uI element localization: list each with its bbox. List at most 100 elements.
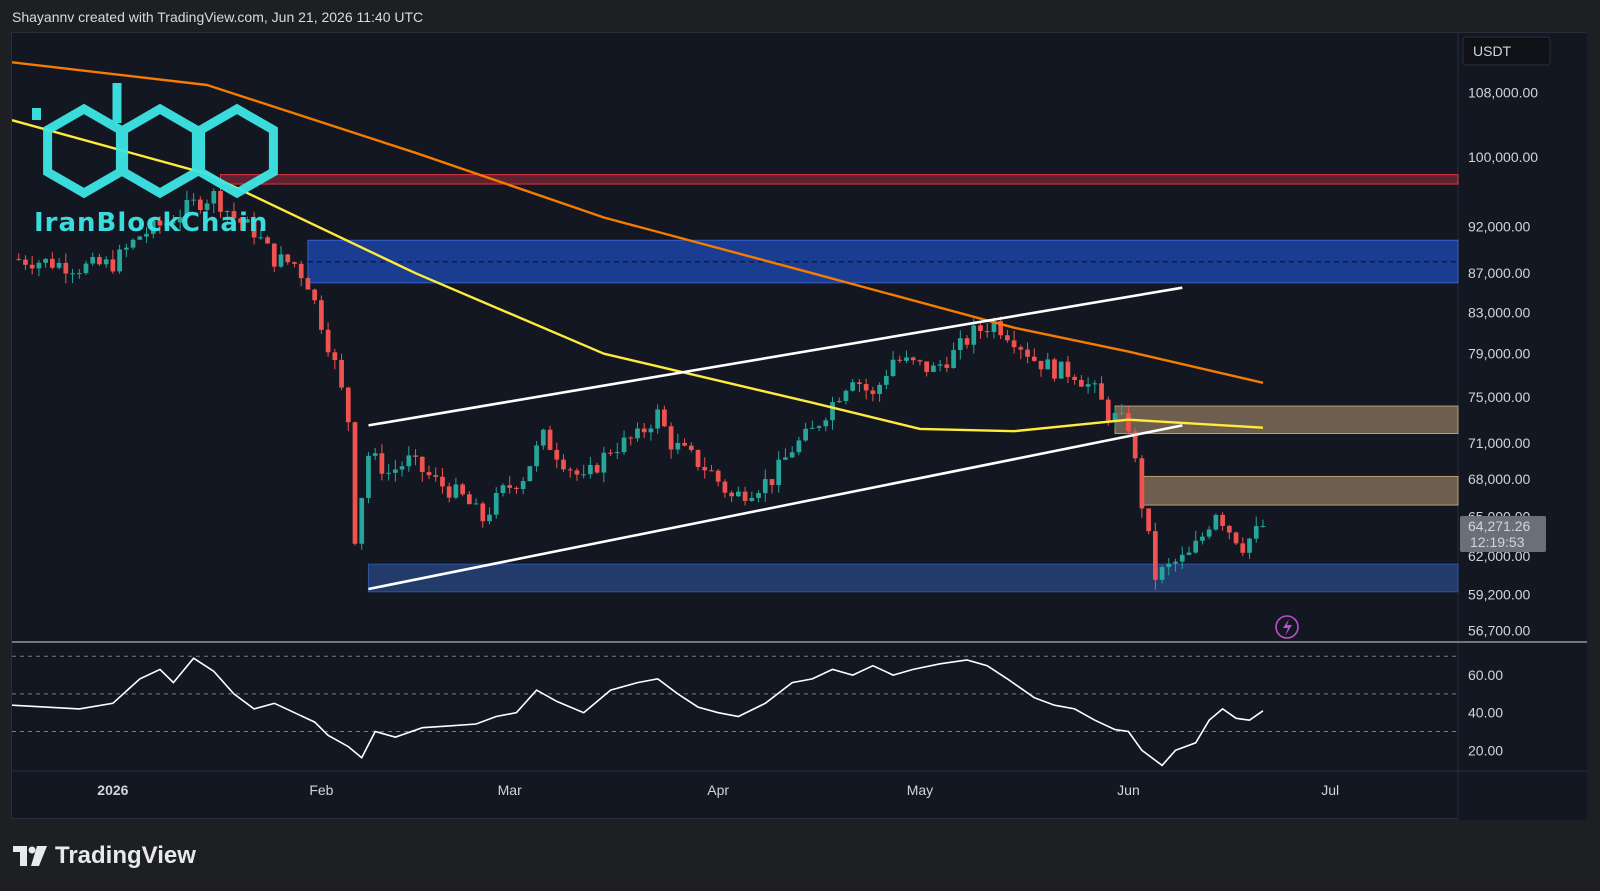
candle xyxy=(971,318,977,354)
candle xyxy=(1200,532,1205,545)
candle-body xyxy=(776,459,782,486)
countdown-text: 12:19:53 xyxy=(1470,534,1525,550)
candle xyxy=(1112,407,1118,429)
candle xyxy=(897,355,903,364)
candle xyxy=(413,449,418,466)
candle-body xyxy=(756,493,761,498)
candle-body xyxy=(601,452,607,473)
ma-orange-line xyxy=(12,61,1264,384)
candle-body xyxy=(957,338,963,351)
candle-body xyxy=(419,456,425,473)
candle xyxy=(917,359,923,366)
candle xyxy=(984,323,990,338)
candle xyxy=(1132,427,1138,463)
candle xyxy=(1179,546,1185,570)
candle xyxy=(460,482,465,497)
candle xyxy=(177,209,183,231)
candle-body xyxy=(1233,532,1239,544)
candle xyxy=(957,330,963,360)
candle-body xyxy=(1065,361,1071,377)
time-axis-label: Mar xyxy=(498,782,522,798)
candle-body xyxy=(1099,383,1104,400)
candle xyxy=(157,216,163,234)
candle-body xyxy=(1240,543,1246,553)
candle xyxy=(117,244,122,274)
candle xyxy=(238,217,244,231)
candle xyxy=(937,359,943,372)
candle-body xyxy=(480,503,486,522)
chart-frame[interactable]: 108,000.00 100,000.00 92,000.00 87,000.00 83… xyxy=(11,32,1587,820)
candle-body xyxy=(924,361,930,372)
candle-body xyxy=(662,409,667,427)
candle-body xyxy=(736,491,741,497)
candle xyxy=(756,490,761,503)
candle-body xyxy=(413,455,418,457)
candle xyxy=(520,477,526,495)
price-chart[interactable]: 108,000.00 100,000.00 92,000.00 87,000.00 83… xyxy=(12,33,1587,820)
candle xyxy=(1052,357,1057,382)
candle-body xyxy=(641,428,647,433)
candle xyxy=(675,433,681,454)
candle xyxy=(863,378,869,400)
candle-body xyxy=(426,472,432,476)
candle xyxy=(305,276,311,290)
price-tick-label: 108,000.00 xyxy=(1468,85,1538,101)
candle xyxy=(56,258,62,270)
zone-resistance-line xyxy=(219,174,1459,185)
candle xyxy=(406,446,412,472)
candle-body xyxy=(1179,554,1185,562)
candle-body xyxy=(863,383,869,391)
candle-body xyxy=(345,387,351,423)
candle-body xyxy=(191,199,196,201)
candle xyxy=(171,214,176,225)
candle-body xyxy=(910,357,916,361)
tradingview-logo-icon xyxy=(13,846,47,866)
watermark-dot xyxy=(32,108,41,120)
candle xyxy=(567,467,573,478)
candle-body xyxy=(446,486,452,498)
candle xyxy=(446,482,452,503)
candle-body xyxy=(648,428,654,433)
candle-body xyxy=(594,464,600,473)
tradingview-logo[interactable]: TradingView xyxy=(13,842,196,870)
candle-body xyxy=(816,426,822,428)
candle xyxy=(964,335,970,349)
candle xyxy=(1065,356,1071,384)
price-tick-label: 79,000.00 xyxy=(1468,346,1530,362)
candle xyxy=(440,467,445,494)
candle xyxy=(796,436,802,456)
candle-body xyxy=(675,442,681,450)
candle xyxy=(473,498,479,505)
candle xyxy=(1119,404,1125,416)
candle xyxy=(251,212,257,245)
time-axis-label: Apr xyxy=(707,782,729,798)
candle xyxy=(635,422,640,442)
rsi-tick-label: 60.00 xyxy=(1468,667,1503,683)
candle-body xyxy=(406,455,412,467)
candle xyxy=(49,252,55,270)
ma-yellow-line xyxy=(12,119,1264,433)
candle xyxy=(836,397,842,403)
candle xyxy=(749,491,755,502)
candle-body xyxy=(1253,526,1259,539)
candle xyxy=(366,452,371,504)
candle xyxy=(910,356,916,365)
candle-body xyxy=(224,211,230,213)
candle-body xyxy=(487,514,492,522)
candle xyxy=(1092,380,1098,394)
candle-body xyxy=(951,350,956,368)
candle xyxy=(742,486,748,506)
candle-body xyxy=(56,262,62,268)
candle xyxy=(601,446,607,483)
candle-body xyxy=(931,365,936,372)
candle-body xyxy=(440,476,445,487)
candle-body xyxy=(117,249,122,272)
candle xyxy=(285,253,291,265)
price-tick-label: 71,000.00 xyxy=(1468,435,1530,451)
watermark-text: IranBlockChain xyxy=(34,208,268,238)
candle xyxy=(231,202,237,225)
candle xyxy=(655,404,661,434)
candle-body xyxy=(325,329,331,353)
candle xyxy=(419,456,425,482)
candle xyxy=(352,421,358,546)
